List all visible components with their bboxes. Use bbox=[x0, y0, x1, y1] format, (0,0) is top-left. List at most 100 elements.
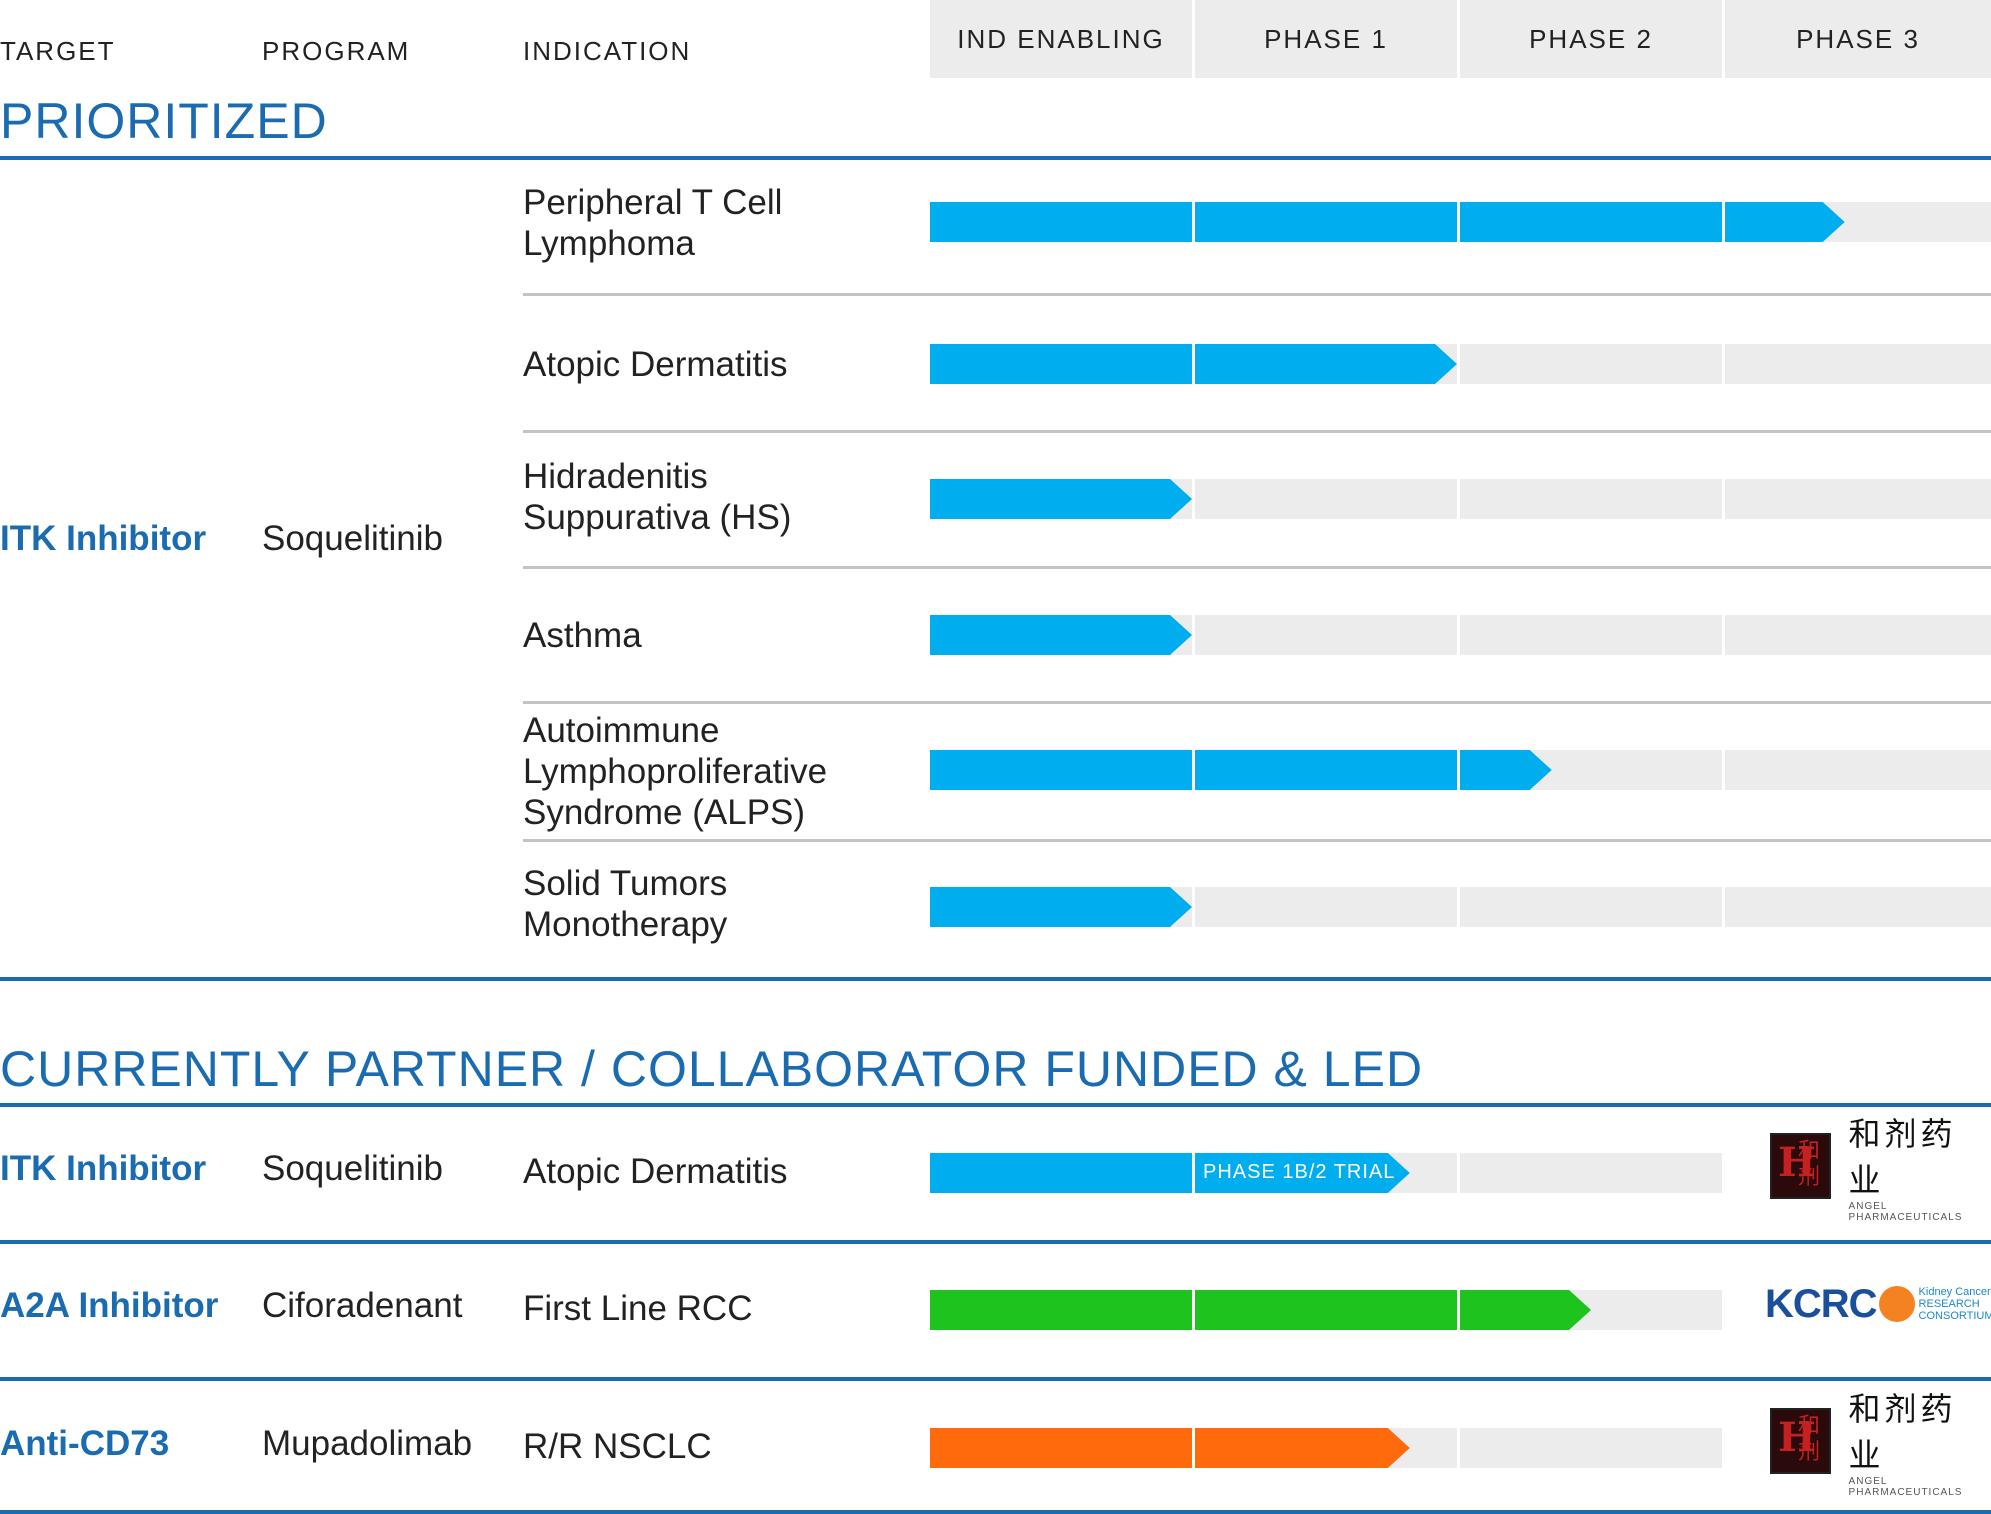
header-target: TARGET bbox=[0, 36, 116, 66]
angel-name-en: ANGEL PHARMACEUTICALS bbox=[1848, 1201, 1963, 1223]
indication-label: First Line RCC bbox=[523, 1289, 753, 1328]
phase-track bbox=[1460, 615, 1722, 655]
target-label: A2A Inhibitor bbox=[0, 1286, 219, 1325]
indication-label: Atopic Dermatitis bbox=[523, 1152, 788, 1191]
target-label: ITK Inhibitor bbox=[0, 519, 207, 558]
row-divider bbox=[523, 839, 1991, 842]
phase-separator bbox=[1192, 1290, 1195, 1330]
kcrc-name: Kidney Cancer RESEARCH CONSORTIUM bbox=[1919, 1286, 1991, 1322]
indication-label: Peripheral T Cell Lymphoma bbox=[523, 183, 783, 263]
indication-label: Atopic Dermatitis bbox=[523, 345, 788, 384]
angel-name-en: ANGEL PHARMACEUTICALS bbox=[1848, 1476, 1963, 1498]
progress-bar-shape bbox=[930, 750, 1552, 790]
indication-label: R/R NSCLC bbox=[523, 1427, 712, 1466]
header-indication: INDICATION bbox=[523, 36, 692, 66]
row-divider bbox=[0, 1510, 1991, 1514]
program-label: Soquelitinib bbox=[262, 519, 443, 558]
header-phase-ind: IND ENABLING bbox=[930, 0, 1192, 78]
phase-track bbox=[1725, 615, 1991, 655]
section-divider bbox=[0, 977, 1991, 981]
progress-bar-shape bbox=[930, 1153, 1410, 1193]
row-divider bbox=[523, 701, 1991, 704]
kcrc-logo-icon: KCRC Kidney Cancer RESEARCH CONSORTIUM bbox=[1765, 1276, 1991, 1332]
phase-track bbox=[1460, 1153, 1722, 1193]
phase-track bbox=[1195, 887, 1457, 927]
target-label: ITK Inhibitor bbox=[0, 1149, 207, 1188]
kcrc-name-line: Kidney Cancer bbox=[1918, 1286, 1991, 1298]
progress-bar bbox=[930, 479, 1192, 519]
phase-track bbox=[1460, 479, 1722, 519]
section-title-prioritized: PRIORITIZED bbox=[0, 93, 328, 149]
phase-separator bbox=[1457, 1290, 1460, 1330]
seal-letter: H bbox=[1778, 1414, 1816, 1461]
bar-label: PHASE 1B/2 TRIAL bbox=[1203, 1161, 1396, 1183]
header-phase-3: PHASE 3 bbox=[1725, 0, 1991, 78]
phase-track bbox=[1725, 344, 1991, 384]
row-divider bbox=[523, 293, 1991, 296]
progress-bar-shape bbox=[930, 202, 1845, 242]
phase-separator bbox=[1192, 750, 1195, 790]
row-divider bbox=[523, 566, 1991, 569]
kcrc-name-line: CONSORTIUM bbox=[1918, 1310, 1991, 1322]
phase-separator bbox=[1722, 202, 1725, 242]
indication-label: Hidradenitis Suppurativa (HS) bbox=[523, 457, 792, 537]
row-divider bbox=[0, 1377, 1991, 1381]
section-title-partnered: CURRENTLY PARTNER / COLLABORATOR FUNDED … bbox=[0, 1041, 1424, 1097]
phase-track bbox=[1725, 479, 1991, 519]
progress-bar bbox=[930, 1428, 1410, 1468]
phase-separator bbox=[1192, 1153, 1195, 1193]
angel-name-cn: 和剂药业 bbox=[1848, 1115, 1957, 1199]
phase-separator bbox=[1192, 1428, 1195, 1468]
phase-separator bbox=[1457, 202, 1460, 242]
header-phase-2: PHASE 2 bbox=[1460, 0, 1722, 78]
angel-name: 和剂药业 ANGEL PHARMACEUTICALS bbox=[1849, 1384, 1991, 1498]
progress-bar bbox=[930, 615, 1192, 655]
kcrc-circle-icon bbox=[1878, 1286, 1915, 1322]
phase-separator bbox=[1192, 202, 1195, 242]
kcrc-abbr: KCRC bbox=[1765, 1281, 1878, 1326]
seal-icon: H 和剂 bbox=[1770, 1133, 1831, 1199]
row-divider bbox=[523, 430, 1991, 433]
phase-track bbox=[1725, 887, 1991, 927]
section-divider bbox=[0, 156, 1991, 160]
phase-separator bbox=[1192, 344, 1195, 384]
progress-bar-shape bbox=[930, 1428, 1410, 1468]
indication-label: Asthma bbox=[523, 616, 642, 655]
indication-label: Solid Tumors Monotherapy bbox=[523, 864, 728, 944]
kcrc-name-line: RESEARCH bbox=[1918, 1298, 1980, 1310]
header-program: PROGRAM bbox=[262, 36, 411, 66]
progress-bar bbox=[930, 1290, 1591, 1330]
progress-bar bbox=[930, 344, 1457, 384]
angel-name: 和剂药业 ANGEL PHARMACEUTICALS bbox=[1849, 1109, 1991, 1223]
progress-bar bbox=[930, 1153, 1410, 1193]
target-label: Anti-CD73 bbox=[0, 1424, 170, 1463]
phase-track bbox=[1195, 615, 1457, 655]
seal-icon: H 和剂 bbox=[1770, 1408, 1831, 1474]
progress-bar bbox=[930, 202, 1845, 242]
program-label: Ciforadenant bbox=[262, 1286, 463, 1325]
angel-logo-icon: H 和剂 和剂药业 ANGEL PHARMACEUTICALS bbox=[1770, 1115, 1991, 1223]
indication-label: Autoimmune Lymphoproliferative Syndrome … bbox=[523, 711, 828, 832]
seal-chars: 和剂 bbox=[1798, 1414, 1821, 1465]
row-divider bbox=[0, 1240, 1991, 1244]
phase-track bbox=[1460, 1428, 1722, 1468]
phase-separator bbox=[1457, 750, 1460, 790]
progress-bar-shape bbox=[930, 1290, 1591, 1330]
phase-track bbox=[1195, 479, 1457, 519]
program-label: Mupadolimab bbox=[262, 1424, 473, 1463]
progress-bar-shape bbox=[930, 615, 1192, 655]
phase-track bbox=[1725, 750, 1991, 790]
progress-bar-shape bbox=[930, 479, 1192, 519]
program-label: Soquelitinib bbox=[262, 1149, 443, 1188]
progress-bar-shape bbox=[930, 887, 1192, 927]
progress-bar bbox=[930, 750, 1552, 790]
angel-logo-icon: H 和剂 和剂药业 ANGEL PHARMACEUTICALS bbox=[1770, 1390, 1991, 1498]
seal-chars: 和剂 bbox=[1798, 1139, 1821, 1190]
progress-bar bbox=[930, 887, 1192, 927]
seal-letter: H bbox=[1778, 1139, 1816, 1186]
phase-track bbox=[1460, 344, 1722, 384]
section-divider bbox=[0, 1103, 1991, 1107]
phase-track bbox=[1460, 887, 1722, 927]
angel-name-cn: 和剂药业 bbox=[1848, 1390, 1957, 1474]
header-phase-1: PHASE 1 bbox=[1195, 0, 1457, 78]
